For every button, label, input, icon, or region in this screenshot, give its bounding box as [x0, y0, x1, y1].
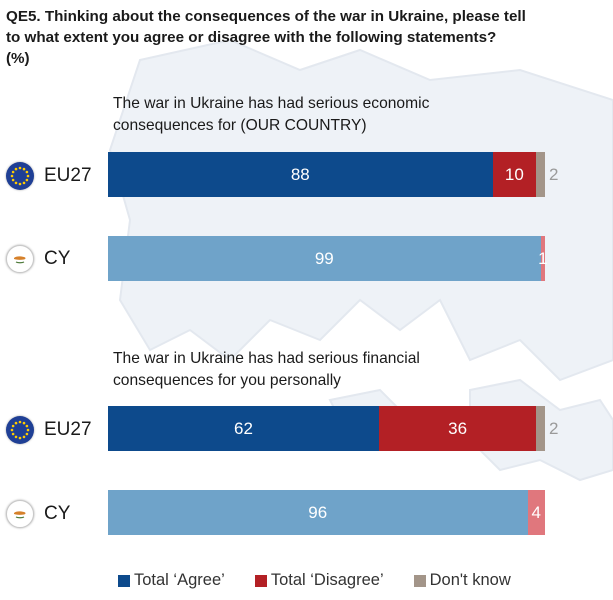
data-label-agree: 88	[290, 164, 310, 184]
bar-segment-disagree-eu27: 36	[378, 406, 537, 451]
row-label-eu27: EU27	[44, 165, 92, 186]
question-line: to what extent you agree or disagree wit…	[6, 29, 497, 46]
data-label-disagree: 10	[504, 164, 524, 184]
question-line: (%)	[6, 50, 30, 67]
question-line: QE5. Thinking about the consequences of …	[6, 8, 526, 25]
chart-legend: Total ‘Agree’ Total ‘Disagree’ Don't kno…	[118, 571, 511, 590]
row-label-cy: CY	[44, 248, 71, 269]
chart-2-bar-eu27: 62 36	[108, 406, 545, 451]
row-label-cy: CY	[44, 503, 71, 524]
legend-swatch-disagree	[254, 574, 267, 587]
bar-segment-disagree-cy: 4	[527, 490, 545, 535]
bar-segment-disagree-cy: 1	[538, 236, 548, 281]
legend-label-agree: Total ‘Agree’	[134, 571, 225, 589]
bar-segment-agree-eu27: 88	[108, 152, 493, 197]
bar-segment-dont-know-eu27	[536, 152, 545, 197]
bar-segment-dont-know-eu27	[536, 406, 545, 451]
legend-item-agree: Total ‘Agree’	[118, 571, 225, 590]
legend-item-disagree: Total ‘Disagree’	[254, 571, 384, 590]
legend-label-disagree: Total ‘Disagree’	[270, 571, 384, 589]
chart-1-bar-cy: 99 1	[108, 236, 548, 281]
data-label-disagree: 36	[448, 418, 468, 438]
eu-flag-icon	[6, 162, 34, 190]
data-label-agree: 62	[234, 418, 253, 438]
cyprus-flag-icon	[6, 245, 34, 273]
cyprus-flag-icon	[6, 500, 34, 528]
data-label-disagree: 4	[531, 502, 541, 522]
question-title: QE5. Thinking about the consequences of …	[6, 6, 606, 69]
chart-2-title-line: consequences for you personally	[113, 372, 341, 389]
chart-2-row-cy-label: CY	[6, 497, 70, 531]
chart-2-title: The war in Ukraine has had serious finan…	[113, 348, 420, 392]
chart-1-title-line: The war in Ukraine has had serious econo…	[113, 95, 430, 112]
data-label-agree: 96	[308, 502, 328, 522]
data-label-disagree: 1	[538, 248, 548, 268]
legend-label-dont-know: Don't know	[429, 571, 511, 589]
chart-1-dont-know-label-eu27: 2	[549, 164, 559, 184]
chart-2-row-eu27-label: EU27	[6, 413, 92, 447]
bar-segment-disagree-eu27: 10	[492, 152, 537, 197]
chart-2-dont-know-label-eu27: 2	[549, 418, 559, 438]
legend-swatch-agree	[118, 574, 130, 587]
chart-1-title: The war in Ukraine has had serious econo…	[113, 93, 429, 137]
chart-1-bar-eu27: 88 10	[108, 152, 545, 197]
bar-segment-agree-cy: 96	[108, 490, 528, 535]
chart-2-bar-cy: 96 4	[108, 490, 545, 535]
eu-flag-icon	[6, 416, 34, 444]
bar-segment-agree-cy: 99	[108, 236, 541, 281]
legend-item-dont-know: Don't know	[413, 571, 511, 590]
chart-1-title-line: consequences for (OUR COUNTRY)	[113, 117, 367, 134]
bar-segment-agree-eu27: 62	[108, 406, 379, 451]
chart-1-row-eu27-label: EU27	[6, 159, 92, 193]
row-label-eu27: EU27	[44, 419, 92, 440]
chart-1-row-cy-label: CY	[6, 242, 70, 276]
legend-swatch-dont-know	[413, 574, 426, 587]
chart-2-title-line: The war in Ukraine has had serious finan…	[113, 350, 420, 367]
data-label-agree: 99	[314, 248, 334, 268]
